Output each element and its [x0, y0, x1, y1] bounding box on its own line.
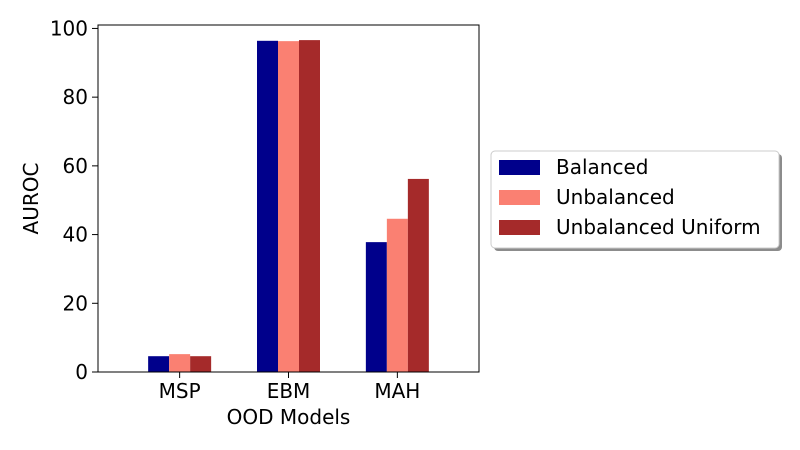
bar-mah-unbalanced: [386, 218, 408, 372]
y-tick-label: 0: [75, 360, 88, 384]
legend-swatch: [499, 220, 540, 235]
bar-ebm-balanced: [257, 40, 278, 373]
x-axis-label: OOD Models: [227, 405, 351, 429]
bars-layer: [148, 40, 429, 373]
legend-label: Unbalanced Uniform: [556, 215, 761, 239]
bar-mah-unbalanced-uniform: [407, 178, 429, 372]
legend-label: Balanced: [556, 155, 648, 179]
y-tick-label: 20: [63, 291, 88, 315]
bar-ebm-unbalanced: [278, 41, 299, 373]
bar-msp-balanced: [148, 356, 170, 372]
y-tick-label: 80: [63, 85, 88, 109]
y-axis-label: AUROC: [19, 163, 43, 235]
legend-swatch: [499, 160, 540, 175]
bar-msp-unbalanced-uniform: [190, 356, 212, 372]
x-tick-label: MSP: [159, 379, 201, 403]
bar-msp-unbalanced: [169, 354, 191, 372]
x-axis: MSP EBM MAH: [159, 372, 420, 403]
x-tick-label: MAH: [374, 379, 420, 403]
legend-label: Unbalanced: [556, 185, 675, 209]
y-tick-label: 40: [63, 223, 88, 247]
bar-ebm-unbalanced-uniform: [299, 40, 320, 373]
x-tick-label: EBM: [267, 379, 311, 403]
y-axis: 0 20 40 60 80 100: [50, 16, 98, 384]
legend-swatch: [499, 190, 540, 205]
bar-mah-balanced: [365, 242, 387, 372]
legend-box: [490, 150, 780, 249]
y-tick-label: 60: [63, 154, 88, 178]
legend: Balanced Unbalanced Unbalanced Uniform: [490, 150, 782, 251]
y-tick-label: 100: [50, 16, 88, 40]
